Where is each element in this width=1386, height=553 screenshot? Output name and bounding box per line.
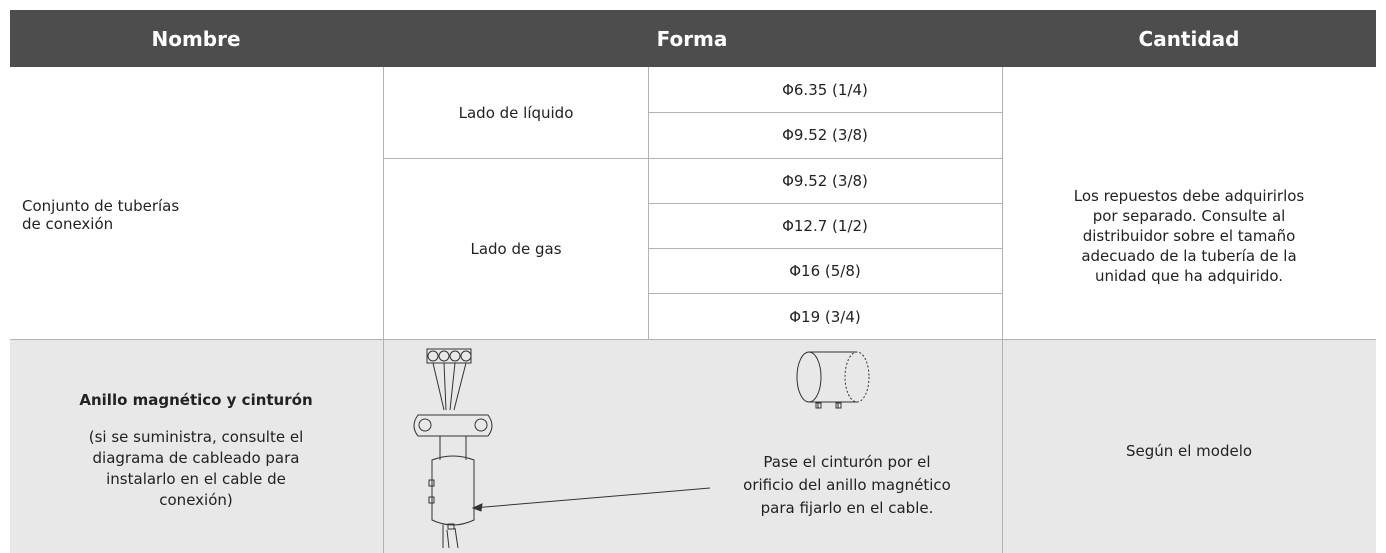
quantity-line: unidad que ha adquirido. — [1094, 267, 1284, 285]
header-cell: Nombre — [151, 27, 241, 51]
size-cell: Φ12.7 (1/2) — [782, 217, 868, 235]
ring-illustration — [796, 351, 870, 409]
caption-line: orificio del anillo magnético — [743, 476, 951, 494]
quantity-line: distribuidor sobre el tamaño — [1082, 227, 1296, 245]
size-cell: Φ19 (3/4) — [789, 308, 861, 326]
name-line: Conjunto de tuberías — [22, 197, 180, 215]
group-label: Lado de líquido — [458, 104, 574, 122]
note-line: instalarlo en el cable de — [106, 470, 286, 488]
header-cell: Forma — [656, 27, 728, 51]
header-cell: Cantidad — [1138, 27, 1240, 51]
cable-illustration — [413, 348, 711, 549]
quantity-line: adecuado de la tubería de la — [1081, 247, 1297, 265]
size-cell: Φ9.52 (3/8) — [782, 172, 868, 190]
note-line: conexión) — [159, 491, 233, 509]
quantity-line: Los repuestos debe adquirirlos — [1073, 187, 1305, 205]
note-line: diagrama de cableado para — [92, 449, 300, 467]
grid — [10, 67, 1376, 553]
size-cell: Φ16 (5/8) — [789, 262, 861, 280]
caption-line: para fijarlo en el cable. — [760, 499, 934, 517]
note-line: (si se suministra, consulte el — [88, 428, 304, 446]
size-cell: Φ6.35 (1/4) — [782, 81, 868, 99]
caption-line: Pase el cinturón por el — [763, 453, 931, 471]
group-label: Lado de gas — [470, 240, 562, 258]
quantity-line: por separado. Consulte al — [1092, 207, 1286, 225]
item-name: Anillo magnético y cinturón — [79, 391, 313, 409]
header-bg — [10, 10, 1376, 67]
quantity: Según el modelo — [1125, 442, 1253, 460]
size-cell: Φ9.52 (3/8) — [782, 126, 868, 144]
name-line: de conexión — [22, 215, 114, 233]
row-bg — [10, 339, 1376, 553]
